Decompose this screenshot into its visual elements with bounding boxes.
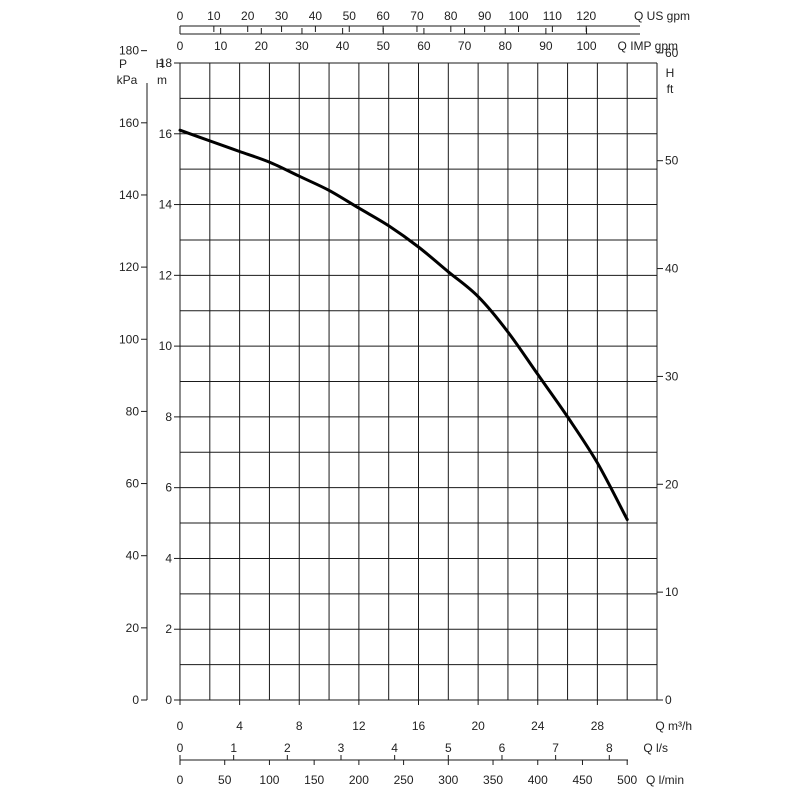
ls-tick-label: 8: [606, 741, 613, 755]
lmin-tick-label: 300: [438, 773, 458, 787]
imp-gpm-tick-label: 50: [377, 39, 391, 53]
ls-tick-label: 3: [338, 741, 345, 755]
pressure-tick-label: 120: [119, 260, 139, 274]
plot-grid: [179, 62, 658, 701]
m3h-tick-label: 16: [412, 719, 426, 733]
us-gpm-tick-label: 80: [444, 9, 458, 23]
lmin-tick-label: 350: [483, 773, 503, 787]
ls-tick-label: 4: [391, 741, 398, 755]
pressure-tick-label: 20: [126, 621, 140, 635]
us-gpm-tick-label: 70: [410, 9, 424, 23]
imp-gpm-axis-label: Q IMP gpm: [618, 39, 678, 53]
head-m-tick-label: 14: [159, 198, 173, 212]
head-ft-tick-label: 10: [665, 585, 679, 599]
m3h-tick-label: 24: [531, 719, 545, 733]
lmin-tick-label: 150: [304, 773, 324, 787]
pressure-axis-unit: kPa: [117, 73, 138, 87]
head-ft-axis-label: H: [666, 66, 675, 80]
head-m-tick-label: 6: [165, 481, 172, 495]
pressure-tick-label: 40: [126, 549, 140, 563]
imp-gpm-tick-label: 10: [214, 39, 228, 53]
lmin-tick-label: 50: [218, 773, 232, 787]
head-ft-tick-label: 0: [665, 693, 672, 707]
us-gpm-tick-label: 120: [576, 9, 596, 23]
head-m-tick-label: 8: [165, 410, 172, 424]
imp-gpm-tick-label: 30: [295, 39, 309, 53]
head-curve-line: [178, 128, 629, 521]
head-m-tick-label: 12: [159, 268, 173, 282]
imp-gpm-tick-label: 70: [458, 39, 472, 53]
m3h-tick-label: 0: [177, 719, 184, 733]
us-gpm-tick-label: 0: [177, 9, 184, 23]
imp-gpm-tick-label: 60: [417, 39, 431, 53]
m3h-tick-label: 4: [236, 719, 243, 733]
us-gpm-tick-label: 20: [241, 9, 255, 23]
lmin-tick-label: 250: [394, 773, 414, 787]
head-m-tick-label: 16: [159, 127, 173, 141]
head-ft-tick-label: 30: [665, 369, 679, 383]
us-gpm-tick-label: 50: [343, 9, 357, 23]
ls-axis-label: Q l/s: [643, 741, 668, 755]
head-ft-tick-label: 60: [665, 46, 679, 60]
m3h-tick-label: 8: [296, 719, 303, 733]
imp-gpm-tick-label: 80: [499, 39, 513, 53]
pressure-axis-label: P: [119, 57, 127, 71]
ls-tick-label: 1: [230, 741, 237, 755]
us-gpm-axis-label: Q US gpm: [634, 9, 690, 23]
head-m-tick-label: 2: [165, 622, 172, 636]
pressure-tick-label: 100: [119, 332, 139, 346]
head-m-axis-unit: m: [157, 73, 167, 87]
m3h-tick-label: 12: [352, 719, 366, 733]
m3h-axis-label: Q m³/h: [655, 719, 692, 733]
head-ft-axis-unit: ft: [667, 82, 674, 96]
us-gpm-tick-label: 60: [376, 9, 390, 23]
imp-gpm-tick-label: 40: [336, 39, 350, 53]
lmin-tick-label: 400: [528, 773, 548, 787]
ls-tick-label: 5: [445, 741, 452, 755]
lmin-tick-label: 0: [177, 773, 184, 787]
us-gpm-tick-label: 100: [509, 9, 529, 23]
head-m-axis-label: H: [156, 57, 165, 71]
m3h-tick-label: 20: [471, 719, 485, 733]
pressure-tick-label: 180: [119, 44, 139, 58]
us-gpm-tick-label: 40: [309, 9, 323, 23]
us-gpm-tick-label: 10: [207, 9, 221, 23]
imp-gpm-tick-label: 20: [255, 39, 269, 53]
us-gpm-tick-label: 110: [543, 9, 562, 23]
imp-gpm-tick-label: 0: [177, 39, 184, 53]
m3h-tick-label: 28: [591, 719, 605, 733]
head-m-tick-label: 4: [165, 551, 172, 565]
ls-tick-label: 6: [499, 741, 506, 755]
head-curve-group: [178, 128, 629, 521]
pressure-tick-label: 80: [126, 404, 140, 418]
ls-tick-label: 2: [284, 741, 291, 755]
lmin-axis-label: Q l/min: [646, 773, 684, 787]
head-ft-tick-label: 40: [665, 262, 679, 276]
lmin-tick-label: 200: [349, 773, 369, 787]
head-ft-tick-label: 20: [665, 477, 679, 491]
imp-gpm-tick-label: 90: [539, 39, 553, 53]
imp-gpm-tick-label: 100: [577, 39, 597, 53]
head-m-tick-label: 18: [159, 56, 173, 70]
us-gpm-tick-label: 90: [478, 9, 492, 23]
pressure-tick-label: 160: [119, 116, 139, 130]
ls-tick-label: 0: [177, 741, 184, 755]
head-ft-tick-label: 50: [665, 154, 679, 168]
lmin-tick-label: 450: [572, 773, 592, 787]
head-m-tick-label: 10: [159, 339, 173, 353]
lmin-tick-label: 500: [617, 773, 637, 787]
pressure-tick-label: 60: [126, 477, 140, 491]
pressure-tick-label: 0: [132, 693, 139, 707]
head-m-tick-label: 0: [165, 693, 172, 707]
lmin-tick-label: 100: [259, 773, 279, 787]
us-gpm-tick-label: 30: [275, 9, 289, 23]
pressure-tick-label: 140: [119, 188, 139, 202]
chart-axes: 020406080100120140160180PkPa024681012141…: [117, 9, 692, 787]
ls-tick-label: 7: [552, 741, 559, 755]
